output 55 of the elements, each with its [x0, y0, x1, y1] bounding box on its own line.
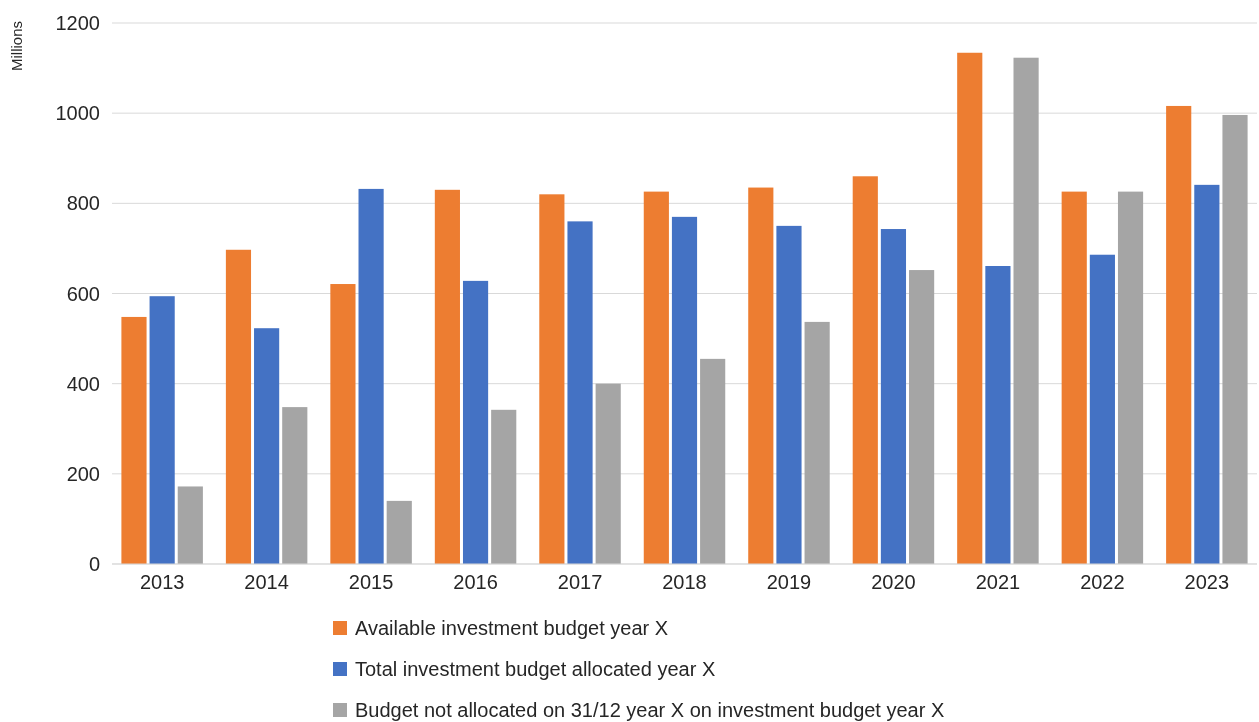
bar: [539, 194, 565, 564]
bar: [225, 249, 252, 564]
bar: [804, 321, 830, 564]
y-tick-label: 600: [66, 282, 100, 305]
bar: [957, 52, 983, 564]
x-tick-label: 2020: [871, 571, 916, 593]
bar: [1117, 191, 1144, 564]
bar: [462, 280, 489, 564]
bar: [282, 407, 308, 564]
bar: [748, 187, 774, 564]
bar: [1166, 105, 1192, 564]
bar: [1013, 57, 1039, 564]
bar: [358, 188, 384, 564]
bar: [434, 189, 460, 564]
x-tick-label: 2016: [453, 571, 498, 593]
x-tick-label: 2017: [557, 571, 603, 593]
x-tick-label: 2013: [139, 571, 185, 593]
bar: [254, 328, 280, 564]
x-tick-label: 2021: [975, 571, 1021, 593]
y-tick-label: 400: [66, 372, 100, 395]
bar: [386, 500, 412, 564]
legend-label: Total investment budget allocated year X: [355, 658, 716, 680]
x-tick-label: 2022: [1080, 571, 1125, 593]
x-tick-label: 2015: [348, 571, 394, 593]
bar: [567, 221, 593, 564]
bar: [880, 229, 907, 564]
bar: [121, 316, 147, 564]
x-tick-label: 2014: [244, 571, 289, 593]
x-tick-label: 2019: [766, 571, 812, 593]
y-axis-title: Millions: [8, 20, 25, 72]
x-tick-label: 2023: [1184, 571, 1230, 593]
bar: [595, 383, 621, 564]
bar: [776, 225, 802, 564]
legend-label: Budget not allocated on 31/12 year X on investment budget year X: [355, 699, 945, 721]
bar: [1061, 191, 1087, 564]
bar: [177, 486, 203, 564]
y-tick-label: 0: [88, 553, 100, 575]
bar: [330, 284, 356, 564]
bar: [700, 358, 726, 564]
bar: [643, 191, 669, 564]
bar: [852, 176, 878, 564]
y-tick-label: 200: [66, 462, 100, 485]
bar: [149, 296, 175, 564]
bar: [909, 270, 935, 564]
legend-label: Available investment budget year X: [355, 617, 669, 639]
y-tick-label: 1200: [55, 12, 100, 34]
bar: [1194, 184, 1220, 564]
y-tick-label: 1000: [55, 102, 100, 125]
bar: [491, 409, 517, 564]
x-tick-label: 2018: [662, 571, 707, 593]
bar: [985, 266, 1011, 564]
bar: [1089, 254, 1115, 564]
y-tick-label: 800: [66, 192, 100, 215]
bar: [671, 216, 698, 564]
bar: [1222, 114, 1248, 564]
